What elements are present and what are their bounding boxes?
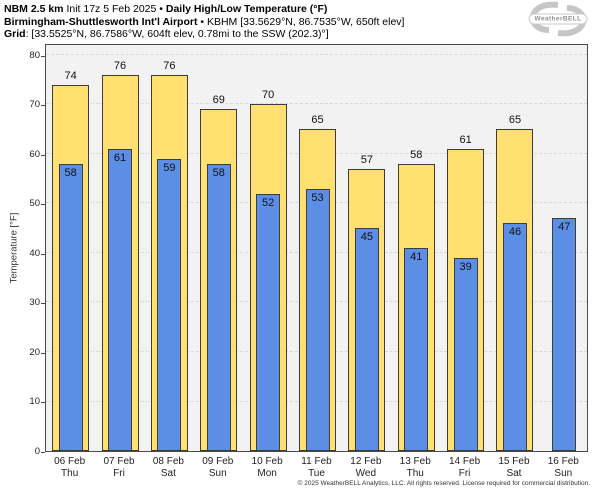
low-value-label: 45: [360, 231, 373, 244]
low-bar: [305, 188, 330, 451]
y-tick-mark-70: [41, 105, 45, 107]
low-bar: [256, 193, 281, 451]
grid-details: : [33.5525°N, 86.7586°W, 604ft elev, 0.7…: [25, 28, 329, 40]
x-tick-date: 08 Feb: [152, 456, 184, 467]
x-tick-date: 11 Feb: [301, 456, 332, 467]
x-tick-day: Sat: [506, 468, 522, 479]
y-tick-mark-60: [41, 154, 45, 156]
low-value-label: 58: [212, 166, 225, 179]
x-tick-date: 09 Feb: [202, 456, 234, 467]
x-tick-date: 13 Feb: [399, 456, 431, 467]
low-value-label: 46: [508, 226, 522, 239]
station-name: Birmingham-Shuttlesworth Int'l Airport: [4, 15, 198, 28]
x-tick-day: Sun: [554, 468, 573, 479]
copyright-text: © 2025 WeatherBELL Analytics, LLC. All r…: [297, 480, 590, 487]
x-tick-day: Tue: [308, 468, 325, 479]
y-tick-label-10: 10: [29, 396, 40, 408]
high-value-label: 74: [64, 69, 77, 82]
low-bar: [206, 163, 231, 451]
y-tick-label-40: 40: [29, 247, 40, 259]
y-tick-label-0: 0: [34, 446, 40, 457]
plot-area: 74 58 76 61 76 59 69 58 70 52 65 53 57 45 58 41 61 39 65 46…: [45, 44, 588, 452]
low-value-label: 59: [163, 161, 176, 174]
low-bar: [404, 248, 429, 451]
x-tick-date: 15 Feb: [498, 456, 530, 467]
chart-header: NBM 2.5 km Init 17z 5 Feb 2025 • Daily H…: [4, 3, 404, 41]
high-value-label: 70: [262, 89, 275, 102]
header-line-3: Grid: [33.5525°N, 86.7586°W, 604ft elev,…: [4, 28, 404, 41]
y-tick-mark-20: [41, 352, 45, 354]
x-tick-day: Fri: [113, 468, 125, 479]
x-tick-date: 12 Feb: [350, 456, 382, 467]
y-tick-mark-50: [41, 204, 45, 206]
init-time: Init 17z 5 Feb 2025: [63, 3, 160, 15]
low-value-label: 47: [558, 221, 571, 234]
high-value-label: 65: [508, 114, 522, 127]
low-value-label: 58: [64, 166, 77, 179]
low-bar: [157, 158, 182, 451]
y-tick-label-70: 70: [29, 99, 40, 111]
high-value-label: 57: [360, 153, 373, 166]
low-bar: [354, 228, 379, 451]
y-tick-label-30: 30: [29, 297, 40, 309]
y-tick-mark-40: [41, 253, 45, 255]
low-value-label: 53: [311, 191, 324, 204]
x-tick-date: 16 Feb: [547, 456, 579, 467]
station-details: KBHM [33.5629°N, 86.7535°W, 650ft elev]: [206, 15, 405, 28]
low-value-label: 41: [410, 251, 423, 263]
gridline-70: [46, 103, 587, 105]
x-tick-day: Sun: [208, 468, 227, 479]
x-tick-day: Fri: [458, 468, 471, 479]
low-bar: [552, 218, 577, 451]
high-value-label: 65: [311, 114, 324, 127]
y-tick-mark-0: [41, 452, 45, 453]
bullet-separator: •: [159, 3, 163, 15]
y-tick-mark-30: [41, 303, 45, 305]
y-tick-label-80: 80: [29, 49, 40, 61]
low-value-label: 52: [262, 196, 275, 209]
x-tick-day: Thu: [406, 468, 424, 479]
y-tick-mark-10: [41, 402, 45, 404]
header-line-1: NBM 2.5 km Init 17z 5 Feb 2025 • Daily H…: [4, 3, 404, 16]
model-name: NBM 2.5 km: [4, 3, 64, 15]
x-tick-date: 07 Feb: [103, 456, 135, 467]
product-title: Daily High/Low Temperature (°F): [162, 3, 328, 15]
bullet-separator-2: •: [197, 15, 207, 28]
weatherbell-logo: WeatherBELL: [520, 1, 596, 37]
high-value-label: 58: [410, 148, 423, 161]
low-value-label: 61: [113, 151, 127, 164]
grid-label: Grid: [4, 28, 26, 40]
gridline-80: [46, 53, 587, 55]
x-tick-date: 06 Feb: [54, 456, 86, 467]
x-tick-date: 10 Feb: [251, 456, 283, 467]
high-value-label: 76: [163, 59, 176, 72]
low-bar: [108, 148, 133, 451]
y-tick-mark-80: [41, 55, 45, 57]
y-tick-label-20: 20: [29, 346, 40, 358]
x-tick-day: Thu: [61, 468, 79, 479]
x-tick-date: 14 Feb: [449, 456, 481, 467]
weatherbell-logo-text: WeatherBELL: [528, 13, 588, 25]
high-value-label: 69: [212, 94, 225, 107]
y-tick-label-50: 50: [29, 198, 40, 210]
low-bar: [453, 257, 478, 451]
low-bar: [58, 163, 83, 451]
low-value-label: 39: [459, 260, 472, 273]
high-value-label: 76: [113, 59, 127, 72]
x-tick-day: Wed: [355, 468, 377, 479]
low-bar: [502, 223, 527, 451]
y-tick-label-60: 60: [29, 148, 40, 160]
header-line-2: Birmingham-Shuttlesworth Int'l Airport •…: [4, 16, 404, 29]
x-tick-day: Sat: [160, 468, 176, 479]
high-value-label: 61: [459, 133, 472, 146]
x-tick-day: Mon: [257, 468, 277, 479]
